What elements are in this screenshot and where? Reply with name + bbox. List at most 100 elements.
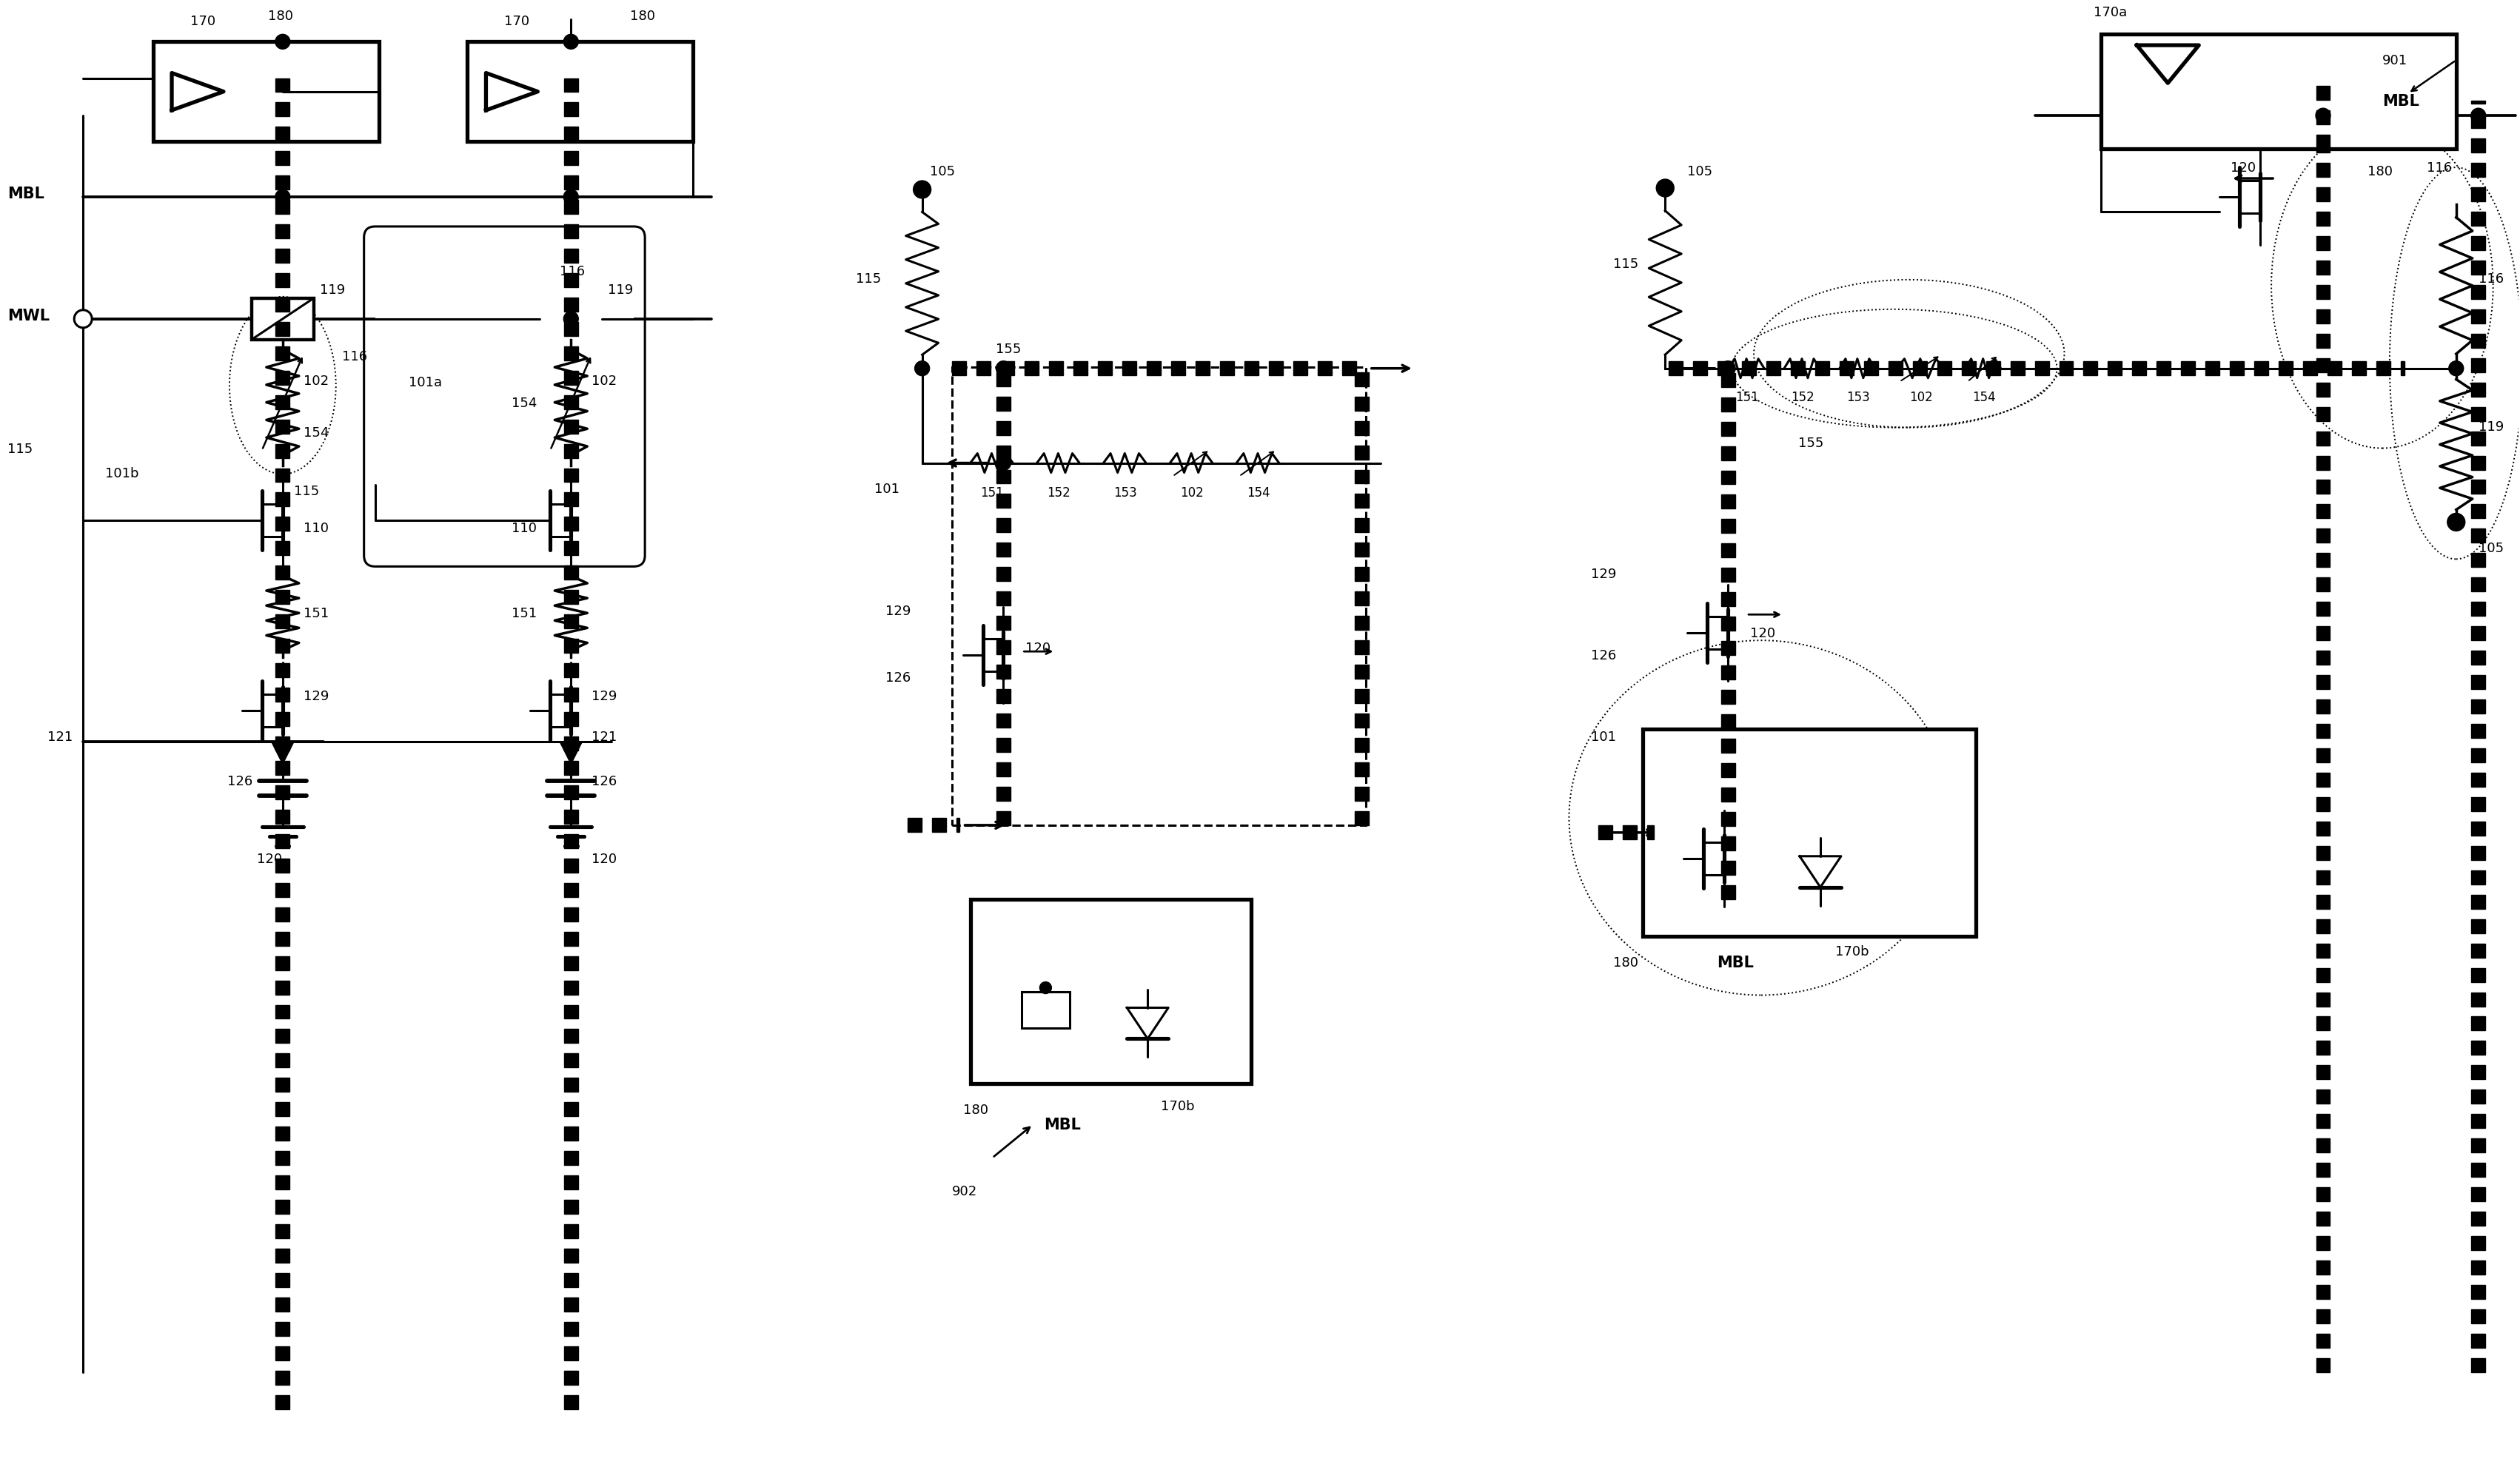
Bar — [2472, 1236, 2485, 1250]
Bar — [1074, 362, 1089, 375]
Text: 153: 153 — [1114, 487, 1137, 500]
Bar — [275, 614, 290, 629]
Bar — [1721, 519, 1734, 534]
Bar — [564, 1395, 577, 1410]
Text: 120: 120 — [2230, 162, 2255, 175]
Bar — [2472, 1285, 2485, 1298]
Text: 121: 121 — [48, 730, 73, 743]
Bar — [2316, 135, 2331, 150]
Bar — [1356, 494, 1368, 509]
Bar — [1172, 362, 1184, 375]
Bar — [275, 932, 290, 945]
Bar — [2472, 481, 2485, 494]
Bar — [564, 834, 577, 849]
Text: 101b: 101b — [106, 466, 139, 479]
Bar — [2316, 651, 2331, 665]
Bar — [1721, 447, 1734, 460]
Bar — [564, 444, 577, 459]
Text: 901: 901 — [2381, 55, 2407, 68]
Bar — [2402, 362, 2404, 375]
Bar — [2316, 407, 2331, 421]
Bar — [1147, 362, 1162, 375]
Text: 116: 116 — [343, 350, 368, 364]
Bar — [2316, 748, 2331, 763]
Bar — [995, 714, 1011, 729]
Text: 119: 119 — [2477, 420, 2505, 433]
Bar — [2472, 1042, 2485, 1055]
Bar — [1356, 592, 1368, 605]
Bar — [275, 1201, 290, 1214]
Bar — [2011, 362, 2024, 375]
Bar — [275, 347, 290, 361]
Bar — [275, 1175, 290, 1190]
Bar — [2316, 432, 2331, 445]
Text: 101a: 101a — [408, 375, 441, 389]
Text: 121: 121 — [592, 730, 617, 743]
Bar — [1356, 690, 1368, 703]
Circle shape — [1041, 982, 1051, 994]
Bar — [564, 1224, 577, 1239]
Bar — [1356, 763, 1368, 776]
Bar — [1721, 374, 1734, 387]
Bar — [2316, 1334, 2331, 1347]
Bar — [564, 956, 577, 971]
Bar — [2316, 1285, 2331, 1298]
Bar — [1721, 739, 1734, 752]
Bar — [1840, 362, 1855, 375]
Text: 115: 115 — [1613, 257, 1638, 270]
Bar — [564, 200, 577, 215]
Bar — [275, 1322, 290, 1336]
Bar — [564, 1201, 577, 1214]
Bar — [2316, 212, 2331, 227]
Bar — [1721, 421, 1734, 436]
Bar — [2316, 505, 2331, 519]
Bar — [2472, 748, 2485, 763]
Bar — [907, 819, 922, 833]
Bar — [1721, 470, 1734, 485]
Bar — [275, 1297, 290, 1312]
Bar — [995, 445, 1011, 460]
Bar — [564, 1175, 577, 1190]
Bar — [275, 567, 290, 580]
Bar — [1721, 641, 1734, 656]
Bar — [275, 1030, 290, 1043]
Text: 902: 902 — [953, 1184, 978, 1198]
Bar — [1721, 788, 1734, 801]
Text: 120: 120 — [592, 852, 617, 865]
Text: 129: 129 — [885, 604, 910, 617]
Text: 105: 105 — [930, 165, 955, 178]
Polygon shape — [270, 742, 295, 766]
Bar — [2472, 383, 2485, 398]
Text: MBL: MBL — [1716, 954, 1754, 969]
Bar — [275, 1126, 290, 1141]
Bar — [2316, 822, 2331, 835]
Bar — [2316, 700, 2331, 714]
Bar — [2157, 362, 2170, 375]
Bar — [2472, 101, 2485, 104]
Circle shape — [275, 36, 290, 50]
Bar — [1721, 592, 1734, 607]
Bar — [2316, 846, 2331, 861]
Bar — [275, 273, 290, 288]
Bar — [275, 1273, 290, 1287]
Bar — [564, 371, 577, 386]
Bar — [564, 761, 577, 775]
Text: 154: 154 — [1973, 390, 1996, 404]
Text: 102: 102 — [302, 374, 328, 387]
Bar — [1048, 362, 1063, 375]
Bar — [1623, 827, 1638, 840]
Bar — [995, 665, 1011, 680]
Bar — [2472, 871, 2485, 884]
Bar — [2316, 1138, 2331, 1153]
Bar — [970, 899, 1250, 1083]
Bar — [2316, 944, 2331, 957]
Bar — [2351, 362, 2366, 375]
Bar — [2316, 188, 2331, 202]
Text: 105: 105 — [2477, 542, 2502, 555]
Circle shape — [915, 362, 930, 377]
Bar — [1865, 362, 1877, 375]
Text: 116: 116 — [559, 264, 585, 278]
Bar — [275, 322, 290, 337]
Bar — [1938, 362, 1950, 375]
Circle shape — [2447, 513, 2465, 531]
